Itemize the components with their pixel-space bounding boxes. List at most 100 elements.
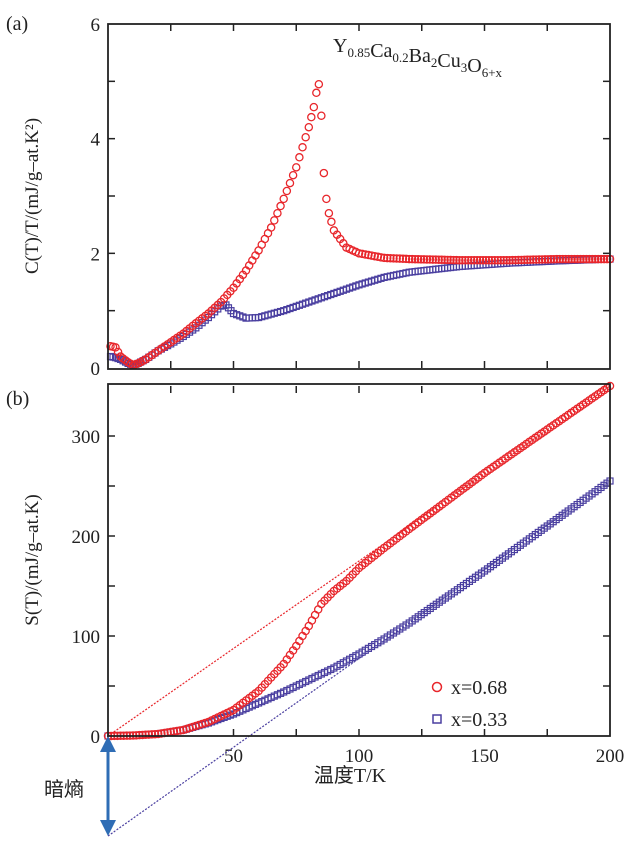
panel-b-label: (b) — [6, 388, 29, 410]
data-point — [270, 216, 279, 225]
data-point — [153, 729, 163, 739]
data-point — [111, 343, 120, 352]
data-point — [590, 254, 600, 264]
data-point — [354, 249, 364, 258]
data-point — [157, 729, 166, 738]
data-point — [379, 253, 389, 263]
formula-element: Ca — [370, 40, 392, 62]
data-point — [520, 255, 529, 265]
formula-subscript: 0.2 — [392, 50, 408, 65]
data-point — [431, 255, 441, 264]
series-x=0.33 — [106, 255, 614, 369]
data-point — [392, 254, 401, 263]
data-point — [511, 255, 520, 265]
data-point — [370, 251, 379, 261]
data-point — [461, 255, 470, 265]
data-point — [319, 168, 329, 178]
data-point — [282, 186, 292, 196]
formula-element: Ba — [409, 45, 431, 67]
data-point — [593, 254, 603, 264]
y-tick-label: 0 — [91, 359, 101, 380]
data-point — [487, 255, 497, 265]
data-point — [367, 251, 376, 260]
data-point — [585, 254, 594, 264]
data-point — [401, 254, 411, 264]
data-point — [505, 255, 514, 265]
data-point — [517, 255, 526, 265]
data-point — [596, 254, 606, 264]
data-point — [464, 255, 473, 265]
data-point — [361, 250, 370, 259]
data-point — [437, 255, 446, 265]
data-point — [496, 255, 505, 265]
data-point — [389, 254, 398, 263]
plot-area-a: 0 2 4 6 — [91, 15, 615, 380]
data-point — [458, 255, 467, 265]
arrow-head-up-icon — [100, 736, 116, 752]
panel-a-ylabel: C(T)/T/(mJ/g–at.K²) — [22, 118, 43, 274]
data-point — [561, 254, 570, 264]
x-tick-label: 50 — [224, 746, 243, 767]
data-point — [564, 254, 573, 264]
y-tick-label: 0 — [91, 727, 101, 748]
panel-a-label: (a) — [6, 13, 28, 35]
data-point — [481, 255, 491, 265]
data-point — [266, 223, 276, 232]
legend-marker-square — [432, 714, 442, 724]
panel-a: (a) C(T)/T/(mJ/g–at.K²) Y0.85Ca0.2Ba2Cu3… — [6, 13, 615, 380]
data-point — [543, 255, 553, 264]
data-point — [147, 730, 157, 739]
data-point — [425, 255, 435, 264]
formula-element: O — [467, 55, 481, 77]
data-point — [324, 208, 334, 218]
y-tick-label: 100 — [72, 627, 101, 648]
data-point — [455, 255, 464, 265]
x-tick-label: 150 — [470, 746, 499, 767]
data-point — [537, 255, 547, 264]
data-point — [443, 255, 452, 265]
data-point — [469, 255, 479, 265]
data-point — [398, 254, 408, 264]
data-point — [582, 254, 591, 264]
panel-b-ylabel: S(T)/(mJ/g–at.K) — [22, 494, 43, 625]
y-tick-label: 2 — [91, 244, 101, 265]
y-tick-label: 200 — [72, 527, 101, 548]
data-point — [373, 252, 383, 262]
data-point — [416, 255, 426, 264]
x-tick-label: 100 — [345, 746, 374, 767]
data-point — [552, 254, 562, 264]
data-point — [138, 730, 147, 740]
panel-b-xlabel: 温度T/K — [314, 764, 387, 787]
data-point — [113, 347, 123, 357]
legend-marker-circle — [431, 681, 443, 693]
data-point — [273, 208, 282, 218]
data-point — [502, 255, 511, 265]
data-point — [304, 122, 314, 132]
data-point — [327, 217, 336, 227]
formula-subscript: 6+x — [482, 65, 503, 80]
data-point — [301, 132, 310, 142]
data-point — [312, 88, 321, 98]
data-point — [534, 255, 544, 264]
data-point — [490, 255, 500, 265]
data-point — [472, 255, 482, 265]
formula-subscript: 2 — [431, 55, 438, 70]
y-tick-label: 4 — [91, 130, 101, 151]
data-point — [309, 102, 319, 112]
data-point — [285, 178, 295, 188]
data-point — [317, 111, 326, 120]
data-point — [291, 163, 301, 172]
data-point — [567, 254, 576, 264]
data-point — [475, 255, 485, 265]
legend-label: x=0.68 — [451, 677, 507, 699]
panel-b: (b) S(T)/(mJ/g–at.K) 温度T/K 50 100 150 200 0 1… — [6, 381, 624, 837]
data-point — [144, 730, 154, 739]
formula-element: Cu — [437, 50, 460, 72]
data-point — [546, 255, 556, 264]
reference-line — [107, 385, 611, 737]
data-point — [531, 255, 541, 264]
data-point — [588, 254, 597, 264]
data-point — [314, 79, 324, 89]
data-point — [376, 253, 386, 262]
